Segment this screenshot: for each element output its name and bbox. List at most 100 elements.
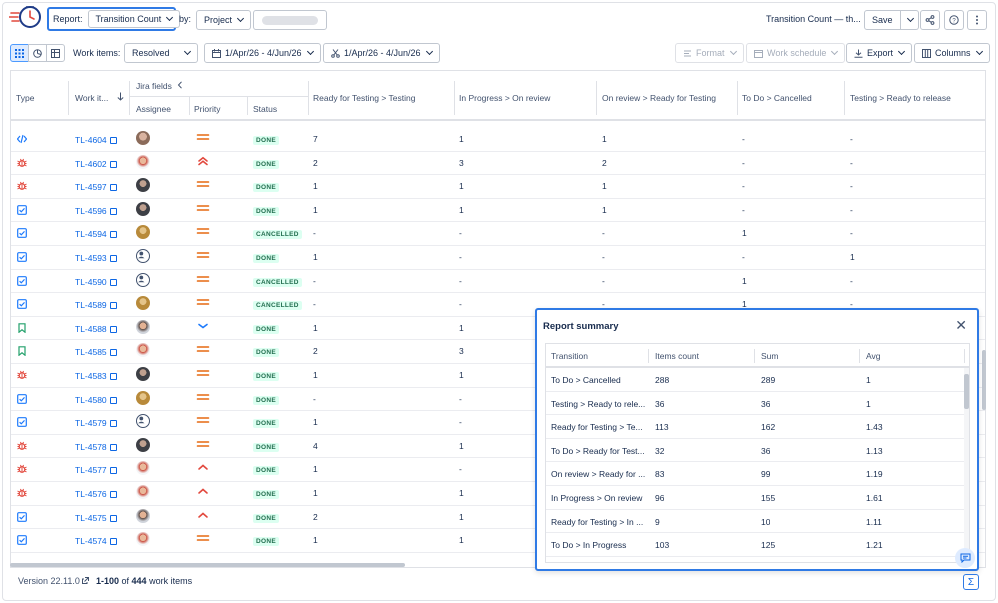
avatar[interactable] — [136, 225, 150, 240]
avatar[interactable] — [136, 390, 150, 405]
avatar[interactable] — [136, 319, 150, 334]
sort-arrow-down-icon[interactable] — [117, 92, 124, 101]
work-item-link[interactable]: TL-4576 — [75, 489, 117, 499]
summary-row[interactable]: Ready for Testing > Te... 113 162 1.43 — [546, 415, 969, 439]
col-status[interactable]: Status — [253, 104, 278, 114]
table-row[interactable]: TL-4579 DONE 1 - — [11, 411, 985, 435]
table-row[interactable]: TL-4604 DONE 7 1 1 - - — [11, 128, 985, 152]
work-item-link[interactable]: TL-4580 — [75, 395, 117, 405]
col-testing-to-ready-release[interactable]: Testing > Ready to release — [850, 93, 951, 103]
version-link[interactable]: Version 22.11.0 — [18, 576, 90, 586]
work-item-link[interactable]: TL-4585 — [75, 347, 117, 357]
avatar[interactable] — [136, 343, 150, 358]
table-row[interactable]: TL-4596 DONE 1 1 1 - - — [11, 199, 985, 223]
export-button[interactable]: Export — [846, 43, 913, 63]
work-item-link[interactable]: TL-4589 — [75, 300, 117, 310]
work-item-link[interactable]: TL-4579 — [75, 418, 117, 428]
more-options-button[interactable] — [967, 10, 987, 30]
pivot-view-button[interactable] — [46, 44, 65, 62]
table-row[interactable]: TL-4585 DONE 2 3 — [11, 340, 985, 364]
vertical-scrollbar[interactable] — [982, 350, 986, 410]
work-item-link[interactable]: TL-4574 — [75, 536, 117, 546]
summary-row[interactable]: Ready for Testing > In ... 9 10 1.11 — [546, 510, 969, 534]
col-ready-testing-to-testing[interactable]: Ready for Testing > Testing — [313, 93, 416, 103]
work-schedule-button[interactable]: Work schedule — [746, 43, 846, 63]
col-type[interactable]: Type — [16, 93, 35, 103]
work-item-link[interactable]: TL-4596 — [75, 206, 117, 216]
table-row[interactable]: TL-4575 DONE 2 1 — [11, 506, 985, 530]
work-items-filter-dropdown[interactable]: Resolved — [124, 43, 198, 63]
summary-row[interactable]: On review > Ready for ... 83 99 1.19 — [546, 462, 969, 486]
avatar[interactable] — [136, 508, 150, 523]
work-item-link[interactable]: TL-4597 — [75, 182, 117, 192]
work-item-link[interactable]: TL-4583 — [75, 371, 117, 381]
col-assignee[interactable]: Assignee — [136, 104, 171, 114]
table-row[interactable]: TL-4602 DONE 2 3 2 - - — [11, 152, 985, 176]
work-item-link[interactable]: TL-4604 — [75, 135, 117, 145]
date-range-picker[interactable]: 1/Apr/26 - 4/Jun/26 — [204, 43, 321, 63]
col-priority[interactable]: Priority — [194, 104, 221, 114]
avatar[interactable] — [136, 249, 150, 263]
summary-col-avg[interactable]: Avg — [866, 351, 881, 361]
avatar[interactable] — [136, 414, 150, 429]
horizontal-scrollbar[interactable] — [10, 563, 405, 567]
grid-view-button[interactable] — [10, 44, 29, 62]
avatar[interactable] — [136, 532, 150, 547]
avatar[interactable] — [136, 201, 150, 216]
collapse-left-icon[interactable] — [177, 81, 183, 89]
work-item-link[interactable]: TL-4575 — [75, 513, 117, 523]
save-button[interactable]: Save — [864, 10, 901, 30]
col-todo-to-cancelled[interactable]: To Do > Cancelled — [742, 93, 812, 103]
table-row[interactable]: TL-4577 DONE 1 - — [11, 458, 985, 482]
project-value-field[interactable] — [253, 10, 327, 30]
work-item-link[interactable]: TL-4594 — [75, 229, 117, 239]
table-row[interactable]: TL-4576 DONE 1 1 — [11, 482, 985, 506]
work-item-link[interactable]: TL-4577 — [75, 465, 117, 475]
avatar[interactable] — [136, 437, 150, 452]
table-row[interactable]: TL-4578 DONE 4 1 — [11, 435, 985, 459]
work-item-link[interactable]: TL-4590 — [75, 277, 117, 287]
summary-col-items-count[interactable]: Items count — [655, 351, 699, 361]
report-dropdown[interactable]: Transition Count — [87, 10, 181, 28]
summary-row[interactable]: Testing > Ready to rele... 36 36 1 — [546, 392, 969, 416]
table-row[interactable]: TL-4583 DONE 1 1 — [11, 364, 985, 388]
col-in-progress-to-on-review[interactable]: In Progress > On review — [459, 93, 551, 103]
table-row[interactable]: TL-4594 CANCELLED - - - 1 - — [11, 222, 985, 246]
summary-row[interactable]: In Progress > On review 96 155 1.61 — [546, 486, 969, 510]
help-button[interactable]: ? — [944, 10, 964, 30]
table-row[interactable]: TL-4589 CANCELLED - - - 1 - — [11, 293, 985, 317]
summary-row[interactable]: To Do > Cancelled 288 289 1 — [546, 368, 969, 392]
col-work-item[interactable]: Work it... — [75, 93, 109, 103]
avatar[interactable] — [136, 461, 150, 476]
format-button[interactable]: Format — [675, 43, 744, 63]
summary-scrollbar[interactable] — [964, 368, 969, 562]
table-row[interactable]: TL-4597 DONE 1 1 1 - - — [11, 175, 985, 199]
transition-date-range-picker[interactable]: 1/Apr/26 - 4/Jun/26 — [323, 43, 440, 63]
close-icon[interactable]: ✕ — [955, 317, 967, 333]
avatar[interactable] — [136, 367, 150, 381]
avatar[interactable] — [136, 485, 150, 499]
col-on-review-to-ready-testing[interactable]: On review > Ready for Testing — [602, 93, 716, 103]
table-row[interactable]: TL-4588 DONE 1 1 — [11, 317, 985, 341]
avatar[interactable] — [136, 131, 150, 145]
summary-toggle-button[interactable]: Σ — [963, 574, 979, 590]
avatar[interactable] — [136, 296, 150, 311]
summary-row[interactable]: To Do > In Progress 103 125 1.21 — [546, 533, 969, 557]
project-dropdown[interactable]: Project — [196, 10, 252, 30]
summary-col-transition[interactable]: Transition — [551, 351, 589, 361]
table-row[interactable]: TL-4593 DONE 1 - - - 1 — [11, 246, 985, 270]
feedback-chat-button[interactable] — [955, 548, 975, 568]
summary-row[interactable]: To Do > Ready for Test... 32 36 1.13 — [546, 439, 969, 463]
work-item-link[interactable]: TL-4593 — [75, 253, 117, 263]
table-row[interactable]: TL-4574 DONE 1 1 — [11, 529, 985, 553]
share-button[interactable] — [920, 10, 940, 30]
avatar[interactable] — [136, 178, 150, 193]
summary-col-sum[interactable]: Sum — [761, 351, 779, 361]
save-options-button[interactable] — [900, 10, 919, 30]
table-row[interactable]: TL-4590 CANCELLED - - - 1 - — [11, 270, 985, 294]
chart-view-button[interactable] — [28, 44, 47, 62]
columns-button[interactable]: Columns — [914, 43, 990, 63]
work-item-link[interactable]: TL-4578 — [75, 442, 117, 452]
work-item-link[interactable]: TL-4588 — [75, 324, 117, 334]
work-item-link[interactable]: TL-4602 — [75, 159, 117, 169]
